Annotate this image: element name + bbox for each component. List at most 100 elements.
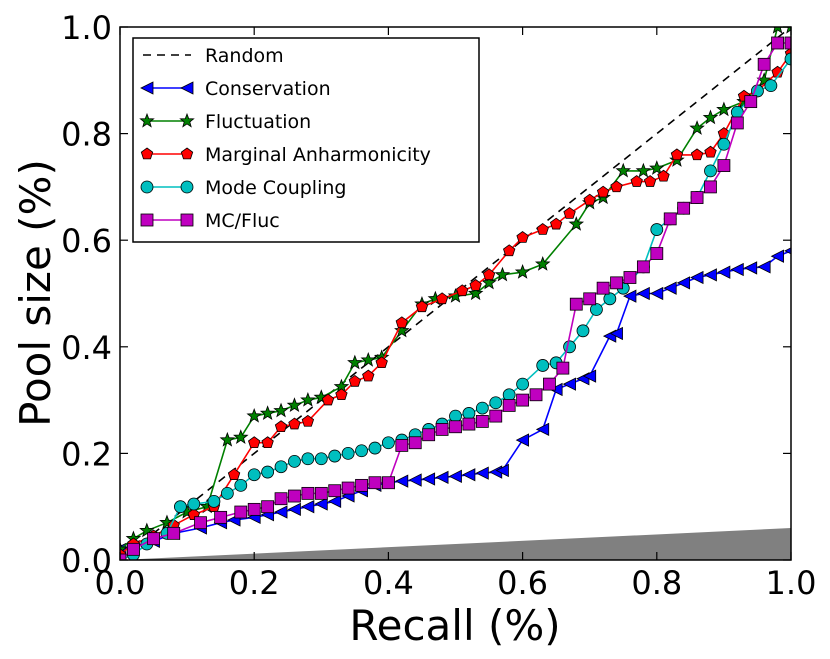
data-point-mode-coupling xyxy=(502,388,516,402)
data-point-mc-fluc xyxy=(147,532,160,546)
data-point-marginal-anharmonicity xyxy=(549,217,563,230)
data-point-fluctuation xyxy=(568,216,585,231)
legend-marker xyxy=(140,81,154,95)
data-point-mc-fluc xyxy=(274,492,288,506)
data-point-mc-fluc xyxy=(328,484,342,498)
data-point-fluctuation xyxy=(286,397,303,413)
data-point-mc-fluc xyxy=(314,486,328,500)
data-point-mc-fluc xyxy=(368,476,382,490)
data-point-fluctuation xyxy=(300,391,316,407)
legend-label: Conservation xyxy=(205,78,331,100)
data-point-mc-fluc xyxy=(556,361,570,375)
data-point-mode-coupling xyxy=(590,303,603,316)
shaded-region xyxy=(120,528,791,560)
x-tick-label: 0.8 xyxy=(631,564,682,602)
data-point-fluctuation xyxy=(716,101,732,117)
legend-label: Marginal Anharmonicity xyxy=(205,144,431,166)
data-point-mc-fluc xyxy=(636,260,650,274)
data-point-fluctuation xyxy=(246,407,262,423)
y-tick-label: 0.8 xyxy=(61,116,112,154)
data-point-fluctuation xyxy=(514,264,531,279)
data-point-fluctuation xyxy=(702,109,719,125)
data-point-mode-coupling xyxy=(717,137,731,151)
data-point-mode-coupling xyxy=(784,52,791,66)
data-point-fluctuation xyxy=(481,274,497,290)
data-point-fluctuation xyxy=(689,120,705,135)
data-point-conservation xyxy=(535,422,550,437)
x-tick-label: 0.0 xyxy=(95,564,146,602)
data-point-fluctuation xyxy=(615,162,631,178)
data-point-mc-fluc xyxy=(449,420,462,434)
legend-marker xyxy=(140,147,154,160)
data-point-mc-fluc xyxy=(395,439,409,452)
x-tick-label: 1.0 xyxy=(766,564,817,602)
data-point-fluctuation xyxy=(273,402,289,418)
data-point-mc-fluc xyxy=(475,415,489,428)
data-point-mode-coupling xyxy=(603,292,617,306)
data-point-fluctuation xyxy=(467,285,484,301)
legend-entry-mode-coupling: Mode Coupling xyxy=(140,177,346,199)
data-point-mc-fluc xyxy=(623,271,637,284)
data-point-mc-fluc xyxy=(247,502,261,516)
legend-box xyxy=(132,37,480,243)
data-point-mode-coupling xyxy=(764,79,778,93)
data-point-fluctuation xyxy=(259,405,276,421)
data-point-marginal-anharmonicity xyxy=(395,316,408,329)
y-tick-label: 0.2 xyxy=(61,435,112,473)
data-point-marginal-anharmonicity xyxy=(469,279,482,291)
data-point-conservation xyxy=(784,247,791,255)
data-point-conservation xyxy=(462,468,476,482)
data-point-conservation xyxy=(274,505,288,519)
data-point-conservation xyxy=(300,500,315,514)
data-point-mc-fluc xyxy=(127,542,140,556)
data-point-mode-coupling xyxy=(173,500,187,514)
legend-label: Mode Coupling xyxy=(205,177,346,199)
plot-frame xyxy=(119,26,792,561)
data-point-mc-fluc xyxy=(744,95,758,109)
data-point-conservation xyxy=(582,369,597,383)
data-point-marginal-anharmonicity xyxy=(596,185,610,198)
data-point-mode-coupling xyxy=(536,359,550,372)
data-point-conservation xyxy=(649,286,664,301)
data-point-fluctuation xyxy=(772,27,783,34)
data-point-marginal-anharmonicity xyxy=(630,175,643,187)
legend-entry-fluctuation: Fluctuation xyxy=(139,111,311,133)
data-point-mc-fluc xyxy=(650,247,664,260)
legend-marker xyxy=(179,112,195,128)
data-point-fluctuation xyxy=(347,354,363,370)
data-point-mc-fluc xyxy=(502,399,516,412)
data-point-marginal-anharmonicity xyxy=(704,145,717,158)
data-point-mc-fluc xyxy=(757,57,771,71)
legend-entry-conservation: Conservation xyxy=(140,78,331,100)
legend-label: Fluctuation xyxy=(205,111,311,133)
data-point-conservation xyxy=(690,270,704,285)
data-point-fluctuation xyxy=(649,160,665,175)
data-point-mc-fluc xyxy=(194,516,207,530)
shaded-wedge xyxy=(120,528,791,560)
data-point-conservation xyxy=(327,494,342,509)
data-point-mc-fluc xyxy=(677,201,691,215)
data-point-fluctuation xyxy=(139,522,155,538)
legend-label: Random xyxy=(205,45,284,67)
data-point-marginal-anharmonicity xyxy=(335,388,348,401)
data-point-conservation xyxy=(394,474,409,488)
data-point-marginal-anharmonicity xyxy=(536,223,549,235)
data-point-conservation xyxy=(730,262,744,277)
data-point-conservation xyxy=(609,326,623,341)
data-point-mc-fluc xyxy=(543,377,556,391)
data-point-mode-coupling xyxy=(704,164,717,178)
data-point-mc-fluc xyxy=(120,553,127,560)
data-point-mc-fluc xyxy=(663,212,677,226)
data-point-mode-coupling xyxy=(234,478,248,492)
x-tick-label: 0.2 xyxy=(229,564,280,602)
legend-label: MC/Fluc xyxy=(205,210,280,232)
data-point-marginal-anharmonicity xyxy=(301,414,315,427)
legend-entry-marginal-anharmonicity: Marginal Anharmonicity xyxy=(140,144,431,166)
data-point-mode-coupling xyxy=(288,454,301,468)
data-point-mode-coupling xyxy=(247,468,261,482)
data-point-conservation xyxy=(703,268,717,282)
data-point-marginal-anharmonicity xyxy=(321,393,335,406)
legend-marker xyxy=(139,112,155,128)
data-point-mc-fluc xyxy=(234,505,248,519)
data-point-conservation xyxy=(717,265,731,279)
